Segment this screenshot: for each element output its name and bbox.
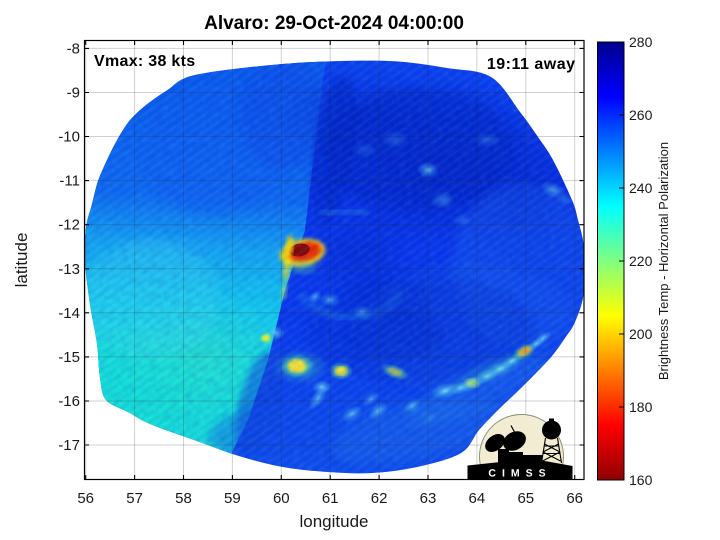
svg-text:180: 180 [629, 399, 653, 415]
svg-text:19:11 away: 19:11 away [487, 56, 576, 73]
svg-text:-15: -15 [58, 349, 80, 366]
svg-text:63: 63 [420, 490, 437, 507]
svg-text:66: 66 [566, 490, 583, 507]
svg-text:CIMSS: CIMSS [488, 468, 551, 480]
svg-text:-17: -17 [58, 437, 80, 454]
svg-text:Alvaro: 29-Oct-2024 04:00:00: Alvaro: 29-Oct-2024 04:00:00 [204, 13, 464, 34]
svg-text:200: 200 [629, 326, 653, 342]
svg-text:260: 260 [629, 107, 653, 123]
svg-text:62: 62 [371, 490, 388, 507]
svg-text:-10: -10 [58, 129, 80, 146]
svg-text:-9: -9 [67, 85, 80, 102]
svg-text:57: 57 [126, 490, 143, 507]
svg-text:56: 56 [77, 490, 94, 507]
svg-text:58: 58 [175, 490, 192, 507]
svg-text:64: 64 [469, 490, 486, 507]
svg-text:61: 61 [322, 490, 339, 507]
svg-text:280: 280 [629, 34, 653, 50]
svg-text:-16: -16 [58, 393, 80, 410]
svg-text:-11: -11 [59, 173, 80, 190]
svg-text:60: 60 [273, 490, 290, 507]
svg-text:Brightness Temp - Horizontal P: Brightness Temp - Horizontal Polarizatio… [656, 142, 671, 380]
svg-text:-8: -8 [67, 40, 80, 57]
svg-text:latitude: latitude [12, 233, 31, 288]
svg-text:Vmax: 38 kts: Vmax: 38 kts [94, 53, 195, 70]
svg-text:-14: -14 [58, 305, 80, 322]
svg-text:160: 160 [629, 472, 653, 488]
svg-text:-12: -12 [58, 217, 80, 234]
svg-text:65: 65 [517, 490, 534, 507]
svg-text:240: 240 [629, 180, 653, 196]
svg-text:220: 220 [629, 253, 653, 269]
svg-text:longitude: longitude [299, 512, 368, 531]
svg-text:-13: -13 [58, 261, 80, 278]
svg-text:59: 59 [224, 490, 241, 507]
